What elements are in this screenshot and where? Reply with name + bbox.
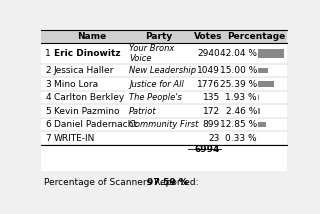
Text: New Leadership: New Leadership <box>129 66 196 75</box>
Text: 25.39 %: 25.39 % <box>220 80 257 89</box>
FancyBboxPatch shape <box>258 68 268 73</box>
Text: Carlton Berkley: Carlton Berkley <box>54 93 124 102</box>
FancyBboxPatch shape <box>41 131 287 145</box>
Text: Kevin Pazmino: Kevin Pazmino <box>54 107 119 116</box>
FancyBboxPatch shape <box>258 49 284 58</box>
FancyBboxPatch shape <box>41 64 287 77</box>
Text: Party: Party <box>145 32 173 41</box>
Text: 4: 4 <box>45 93 51 102</box>
Text: 1: 1 <box>45 49 51 58</box>
Text: 15.00 %: 15.00 % <box>220 66 257 75</box>
FancyBboxPatch shape <box>41 104 287 118</box>
Text: Your Bronx
Voice: Your Bronx Voice <box>129 44 175 63</box>
Text: 7: 7 <box>45 134 51 143</box>
FancyBboxPatch shape <box>258 81 274 87</box>
Text: 6994: 6994 <box>195 145 220 154</box>
Text: 2: 2 <box>45 66 51 75</box>
Text: Jessica Haller: Jessica Haller <box>54 66 114 75</box>
Text: Percentage of Scanners Reported:: Percentage of Scanners Reported: <box>44 178 201 187</box>
Text: 172: 172 <box>203 107 220 116</box>
Text: 2940: 2940 <box>197 49 220 58</box>
Text: 23: 23 <box>208 134 220 143</box>
Text: Percentage: Percentage <box>227 32 285 41</box>
FancyBboxPatch shape <box>258 108 260 114</box>
Text: The People's: The People's <box>129 93 182 102</box>
Text: 97.59 %: 97.59 % <box>147 178 188 187</box>
Text: Mino Lora: Mino Lora <box>54 80 98 89</box>
Text: 42.04 %: 42.04 % <box>220 49 257 58</box>
Text: Community First: Community First <box>129 120 199 129</box>
FancyBboxPatch shape <box>41 91 287 104</box>
FancyBboxPatch shape <box>258 122 266 127</box>
Text: 135: 135 <box>203 93 220 102</box>
Text: 1.93 %: 1.93 % <box>225 93 257 102</box>
Text: Justice for All: Justice for All <box>129 80 184 89</box>
Text: 3: 3 <box>45 80 51 89</box>
Text: 2.46 %: 2.46 % <box>226 107 257 116</box>
Text: 12.85 %: 12.85 % <box>220 120 257 129</box>
FancyBboxPatch shape <box>258 95 260 100</box>
FancyBboxPatch shape <box>41 77 287 91</box>
Text: Patriot: Patriot <box>129 107 157 116</box>
Text: Name: Name <box>77 32 106 41</box>
Text: 5: 5 <box>45 107 51 116</box>
Text: 6: 6 <box>45 120 51 129</box>
Text: 0.33 %: 0.33 % <box>225 134 257 143</box>
FancyBboxPatch shape <box>41 118 287 131</box>
Text: Daniel Padernacht: Daniel Padernacht <box>54 120 137 129</box>
FancyBboxPatch shape <box>41 43 287 64</box>
FancyBboxPatch shape <box>41 30 287 171</box>
Text: 1049: 1049 <box>197 66 220 75</box>
Text: 1776: 1776 <box>197 80 220 89</box>
FancyBboxPatch shape <box>41 30 287 43</box>
Text: Eric Dinowitz: Eric Dinowitz <box>54 49 120 58</box>
Text: 899: 899 <box>203 120 220 129</box>
Text: WRITE-IN: WRITE-IN <box>54 134 95 143</box>
Text: Votes: Votes <box>194 32 222 41</box>
